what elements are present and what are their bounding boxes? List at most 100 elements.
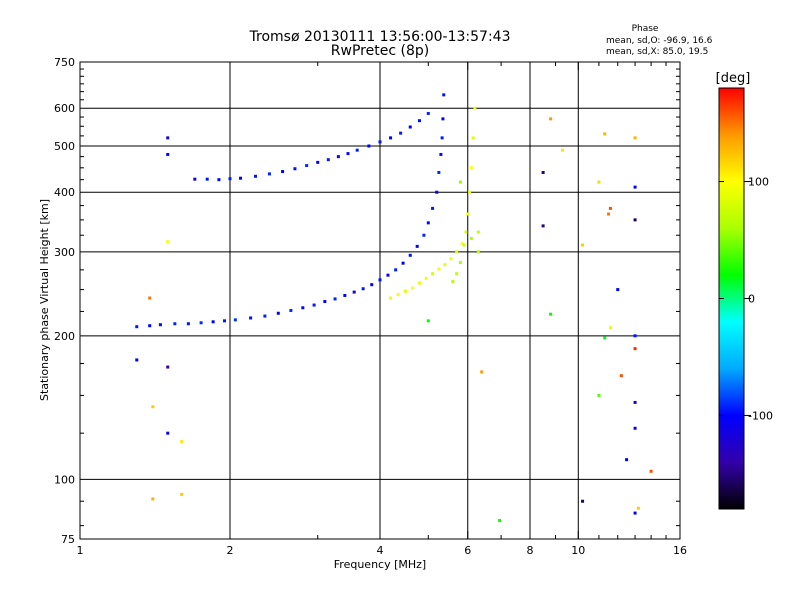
data-point-o: [426, 221, 430, 225]
data-point-o: [633, 400, 637, 404]
data-point-o: [440, 136, 444, 140]
data-points: [135, 93, 653, 523]
data-point-o: [316, 160, 320, 164]
data-point-x: [633, 136, 637, 140]
data-point-o: [370, 283, 374, 287]
data-point-o: [301, 306, 305, 310]
data-point-o: [386, 273, 390, 277]
colorbar-ticks: 100 0 -100: [719, 176, 773, 422]
data-point-o: [426, 111, 430, 115]
data-point-x: [581, 243, 585, 247]
y-axis-label: Stationary phase Virtual Height [km]: [38, 199, 51, 401]
y-tick-label: 500: [54, 140, 75, 153]
data-point-x: [636, 506, 640, 510]
data-point-o: [633, 511, 637, 515]
data-point-o: [633, 334, 637, 338]
phase-note-o-mode: mean, sd,O: -96.9, 16.6: [606, 36, 713, 46]
data-point-x: [151, 497, 155, 501]
y-tick-label: 300: [54, 246, 75, 259]
x-tick-label: 1: [77, 544, 84, 557]
data-point-x: [597, 180, 601, 184]
data-point-x: [411, 286, 415, 290]
data-point-x: [603, 336, 607, 340]
data-point-o: [267, 172, 271, 176]
data-point-x: [151, 405, 155, 409]
data-point-x: [561, 148, 565, 152]
data-point-o: [223, 319, 227, 323]
data-point-o: [408, 125, 412, 129]
data-point-o: [323, 300, 327, 304]
data-point-x: [389, 296, 393, 300]
data-point-x: [597, 393, 601, 397]
data-point-o: [394, 268, 398, 272]
data-point-o: [135, 325, 139, 329]
data-point-o: [442, 93, 446, 97]
data-point-x: [608, 206, 612, 210]
data-point-o: [415, 244, 419, 248]
data-point-o: [312, 303, 316, 307]
data-point-o: [378, 278, 382, 282]
y-tick-label: 100: [54, 473, 75, 486]
data-point-o: [228, 177, 232, 181]
y-tick-label: 750: [54, 56, 75, 69]
data-point-o: [166, 431, 170, 435]
data-point-x: [619, 374, 623, 378]
data-point-o: [343, 293, 347, 297]
phase-note-heading: Phase: [632, 24, 659, 34]
data-point-x: [166, 240, 170, 244]
y-tick-label: 200: [54, 330, 75, 343]
data-point-o: [389, 136, 393, 140]
y-axis: 75 100 200 300 400 500 600 750: [54, 56, 680, 546]
data-point-o: [633, 426, 637, 430]
data-point-o: [401, 261, 405, 265]
data-point-o: [633, 218, 637, 222]
data-point-x: [403, 289, 407, 293]
data-point-x: [471, 136, 475, 140]
x-tick-label: 16: [673, 544, 687, 557]
data-point-x: [480, 370, 484, 374]
x-tick-label: 8: [527, 544, 534, 557]
data-point-o: [199, 321, 203, 325]
chart-subtitle: RwPretec (8p): [331, 43, 429, 59]
data-point-o: [158, 323, 162, 327]
data-point-o: [581, 499, 585, 503]
data-point-x: [473, 106, 477, 110]
data-point-o: [435, 190, 439, 194]
data-point-o: [378, 140, 382, 144]
data-point-x: [466, 212, 470, 216]
data-point-o: [263, 314, 267, 318]
data-point-x: [426, 319, 430, 323]
data-point-x: [608, 326, 612, 330]
data-point-x: [498, 519, 502, 523]
data-point-x: [437, 267, 441, 271]
data-point-x: [603, 132, 607, 136]
data-point-x: [458, 180, 462, 184]
x-tick-label: 6: [464, 544, 471, 557]
data-point-o: [166, 365, 170, 369]
data-point-x: [462, 243, 466, 247]
data-point-o: [186, 322, 190, 326]
data-point-x: [468, 190, 472, 194]
data-point-o: [541, 224, 545, 228]
data-point-o: [367, 144, 371, 148]
data-point-x: [633, 347, 637, 351]
data-point-o: [417, 119, 421, 123]
data-point-o: [336, 155, 340, 159]
data-point-o: [625, 458, 629, 462]
data-point-x: [469, 166, 473, 170]
data-point-o: [239, 176, 243, 180]
x-tick-label: 4: [377, 544, 384, 557]
data-point-x: [458, 260, 462, 264]
data-point-o: [399, 131, 403, 135]
data-point-o: [166, 152, 170, 156]
x-axis: 1 2 4 6 8 10 16: [77, 62, 687, 557]
data-point-o: [333, 297, 337, 301]
y-tick-label: 75: [61, 533, 75, 546]
data-point-o: [361, 287, 365, 291]
colorbar-tick-label: 100: [748, 176, 769, 189]
data-point-x: [464, 230, 468, 234]
data-point-x: [469, 236, 473, 240]
data-point-x: [455, 250, 459, 254]
data-point-x: [476, 250, 480, 254]
data-point-o: [408, 253, 412, 257]
